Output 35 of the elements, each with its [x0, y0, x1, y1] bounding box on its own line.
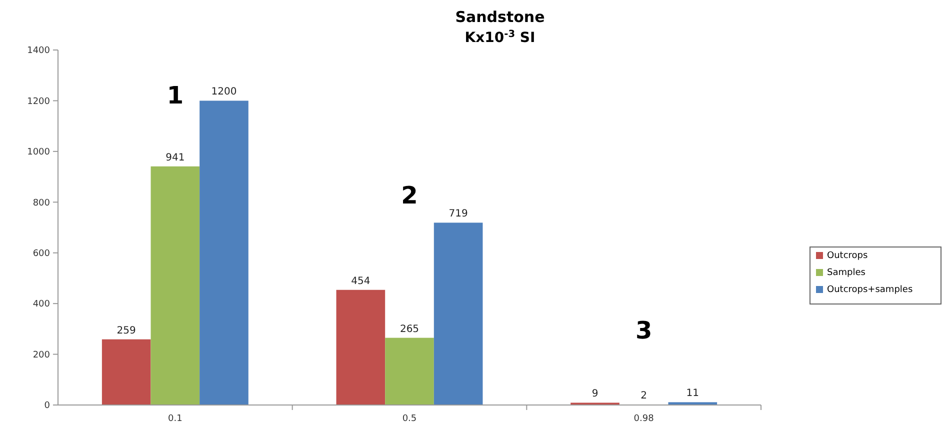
bar — [200, 100, 248, 405]
x-tick-label: 0.1 — [168, 414, 182, 424]
bar — [336, 290, 386, 405]
bar — [668, 402, 718, 405]
annotation: 1 — [166, 81, 184, 110]
y-tick-label: 0 — [44, 401, 50, 412]
data-label: 259 — [116, 325, 136, 336]
data-label: 2 — [640, 390, 648, 402]
bar — [434, 222, 483, 405]
data-label: 9 — [592, 388, 598, 400]
y-tick-label: 200 — [32, 350, 50, 360]
data-label: 719 — [448, 208, 468, 220]
y-tick-label: 600 — [32, 249, 50, 260]
annotation: 3 — [635, 316, 652, 344]
data-label: 941 — [166, 152, 185, 164]
legend-label: Samples — [827, 268, 866, 278]
y-tick-label: 400 — [32, 300, 50, 310]
legend-label: Outcrops+samples — [827, 285, 913, 296]
x-tick-label: 0.98 — [634, 414, 654, 424]
data-label: 265 — [400, 324, 420, 335]
annotation: 2 — [401, 181, 418, 210]
y-tick-label: 1400 — [27, 46, 50, 56]
data-label: 454 — [351, 276, 370, 287]
y-tick-label: 1200 — [27, 96, 50, 107]
y-tick-label: 800 — [32, 198, 50, 208]
data-label: 11 — [686, 388, 700, 400]
bar — [102, 339, 151, 405]
bar — [385, 338, 434, 405]
x-tick-label: 0.5 — [402, 414, 417, 424]
chart-subtitle: Κx10$^{-3}$ SI — [464, 28, 536, 46]
chart-title: Sandstone — [455, 8, 545, 26]
legend-label: Outcrops — [827, 251, 868, 262]
bar — [150, 166, 200, 405]
y-tick-label: 1000 — [27, 148, 50, 158]
data-label: 1200 — [211, 86, 237, 98]
